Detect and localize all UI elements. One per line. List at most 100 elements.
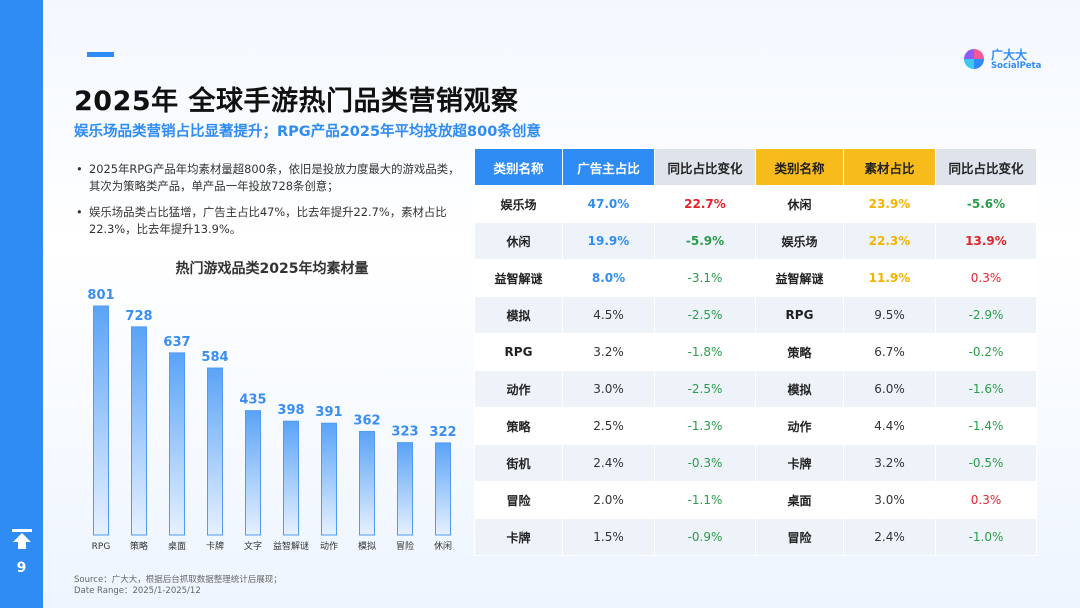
bar-value-label: 398 — [277, 403, 304, 418]
table-cell: 6.0% — [843, 370, 936, 408]
table-row: 卡牌 1.5% -0.9% 冒险 2.4% -1.0% — [474, 518, 1037, 556]
table-cell: -1.4% — [935, 407, 1037, 445]
date-range-line: Date Range：2025/1-2025/12 — [74, 586, 201, 596]
table-cell: 11.9% — [843, 259, 936, 297]
table-cell: -0.5% — [935, 444, 1037, 482]
table-cell: 4.4% — [843, 407, 936, 445]
table-cell: 模拟 — [474, 296, 563, 334]
table-cell: 22.7% — [654, 185, 756, 223]
bar-4 — [245, 410, 261, 536]
table-cell: 娱乐场 — [755, 222, 844, 260]
logo-text-en: SocialPeta — [991, 61, 1042, 71]
table-cell: 休闲 — [755, 185, 844, 223]
table-cell: 街机 — [474, 444, 563, 482]
back-to-top-icon[interactable] — [11, 528, 33, 550]
table-cell: 娱乐场 — [474, 185, 563, 223]
bar-9 — [435, 442, 451, 536]
source-note: Source：广大大，根据后台抓取数据整理统计后展现； Date Range：2… — [74, 575, 282, 597]
table-cell: 0.3% — [935, 259, 1037, 297]
table-cell: 卡牌 — [474, 518, 563, 556]
table-cell: -3.1% — [654, 259, 756, 297]
table-cell: RPG — [474, 333, 563, 371]
bar-category-label: 冒险 — [396, 540, 414, 552]
table-cell: -0.3% — [654, 444, 756, 482]
bullet-text: 娱乐场品类占比猛增，广告主占比47%，比去年提升22.7%，素材占比22.3%，… — [89, 205, 447, 236]
bar-category-label: 策略 — [130, 540, 148, 552]
table-row: 休闲 19.9% -5.9% 娱乐场 22.3% 13.9% — [474, 222, 1037, 260]
bar-value-label: 637 — [163, 335, 190, 350]
table-cell: 策略 — [755, 333, 844, 371]
column-header: 素材占比 — [843, 148, 936, 186]
table-cell: 0.3% — [935, 481, 1037, 519]
table-cell: -1.8% — [654, 333, 756, 371]
category-share-table: 类别名称 广告主占比 同比占比变化 类别名称 素材占比 同比占比变化 娱乐场 47… — [474, 148, 1037, 556]
bar-chart-svg: 801 RPG 728 策略 637 桌面 584 卡牌 435 文字 398 益智解谜 391 动作 36… — [87, 288, 456, 552]
title-accent-line — [87, 52, 114, 57]
brand-logo: 广大大 SocialPeta — [963, 46, 1043, 74]
bar-value-label: 801 — [87, 288, 114, 303]
table-cell: 3.2% — [843, 444, 936, 482]
table-cell: 13.9% — [935, 222, 1037, 260]
bar-value-label: 435 — [239, 393, 266, 408]
table-cell: 9.5% — [843, 296, 936, 334]
table-row: 动作 3.0% -2.5% 模拟 6.0% -1.6% — [474, 370, 1037, 408]
table-cell: -0.9% — [654, 518, 756, 556]
bar-6 — [321, 422, 337, 536]
table-cell: 47.0% — [562, 185, 655, 223]
table-cell: 桌面 — [755, 481, 844, 519]
table-cell: 2.4% — [843, 518, 936, 556]
table-row: 娱乐场 47.0% 22.7% 休闲 23.9% -5.6% — [474, 185, 1037, 223]
table-cell: 益智解谜 — [474, 259, 563, 297]
table-cell: 3.0% — [843, 481, 936, 519]
bar-category-label: RPG — [92, 542, 111, 552]
bar-category-label: 卡牌 — [206, 540, 224, 552]
table-cell: RPG — [755, 296, 844, 334]
bar-7 — [359, 431, 375, 536]
table-cell: -1.6% — [935, 370, 1037, 408]
table-cell: 8.0% — [562, 259, 655, 297]
table-cell: -1.0% — [935, 518, 1037, 556]
page-subtitle: 娱乐场品类营销占比显著提升；RPG产品2025年平均投放超800条创意 — [74, 124, 541, 140]
table-cell: 动作 — [755, 407, 844, 445]
table-cell: 策略 — [474, 407, 563, 445]
bar-5 — [283, 420, 299, 536]
bar-1 — [131, 326, 147, 536]
chart-title: 热门游戏品类2025年均素材量 — [175, 261, 369, 277]
bar-value-label: 728 — [125, 309, 152, 324]
bar-chart: 801 RPG 728 策略 637 桌面 584 卡牌 435 文字 398 益智解谜 391 动作 36… — [74, 276, 470, 556]
table-cell: 冒险 — [755, 518, 844, 556]
table-header-row: 类别名称 广告主占比 同比占比变化 类别名称 素材占比 同比占比变化 — [474, 148, 1037, 186]
table-cell: 4.5% — [562, 296, 655, 334]
bar-category-label: 动作 — [320, 540, 338, 552]
table-cell: 3.0% — [562, 370, 655, 408]
source-line: Source：广大大，根据后台抓取数据整理统计后展现； — [74, 575, 282, 585]
table-cell: 3.2% — [562, 333, 655, 371]
bar-category-label: 文字 — [244, 540, 262, 552]
table-cell: 2.0% — [562, 481, 655, 519]
table-cell: -5.9% — [654, 222, 756, 260]
bar-category-label: 益智解谜 — [273, 540, 309, 552]
logo-text-cn: 广大大 — [991, 48, 1028, 62]
table-cell: 6.7% — [843, 333, 936, 371]
table-row: 冒险 2.0% -1.1% 桌面 3.0% 0.3% — [474, 481, 1037, 519]
bar-0 — [93, 305, 109, 536]
bullet-text: 2025年RPG产品年均素材量超800条，依旧是投放力度最大的游戏品类，其次为策… — [89, 162, 460, 193]
page-number: 9 — [16, 560, 27, 576]
bar-category-label: 休闲 — [434, 540, 452, 552]
table-cell: -2.5% — [654, 296, 756, 334]
table-cell: -1.1% — [654, 481, 756, 519]
table-cell: 19.9% — [562, 222, 655, 260]
table-row: 模拟 4.5% -2.5% RPG 9.5% -2.9% — [474, 296, 1037, 334]
logo-mark-icon — [964, 49, 984, 69]
table-cell: -2.5% — [654, 370, 756, 408]
table-cell: -0.2% — [935, 333, 1037, 371]
table-cell: -1.3% — [654, 407, 756, 445]
table-cell: 1.5% — [562, 518, 655, 556]
summary-bullets: • 2025年RPG产品年均素材量超800条，依旧是投放力度最大的游戏品类，其次为… — [74, 161, 469, 247]
table-cell: 益智解谜 — [755, 259, 844, 297]
table-cell: -2.9% — [935, 296, 1037, 334]
table-cell: 2.5% — [562, 407, 655, 445]
table-cell: 模拟 — [755, 370, 844, 408]
table-row: RPG 3.2% -1.8% 策略 6.7% -0.2% — [474, 333, 1037, 371]
side-bar: 9 — [0, 0, 43, 608]
